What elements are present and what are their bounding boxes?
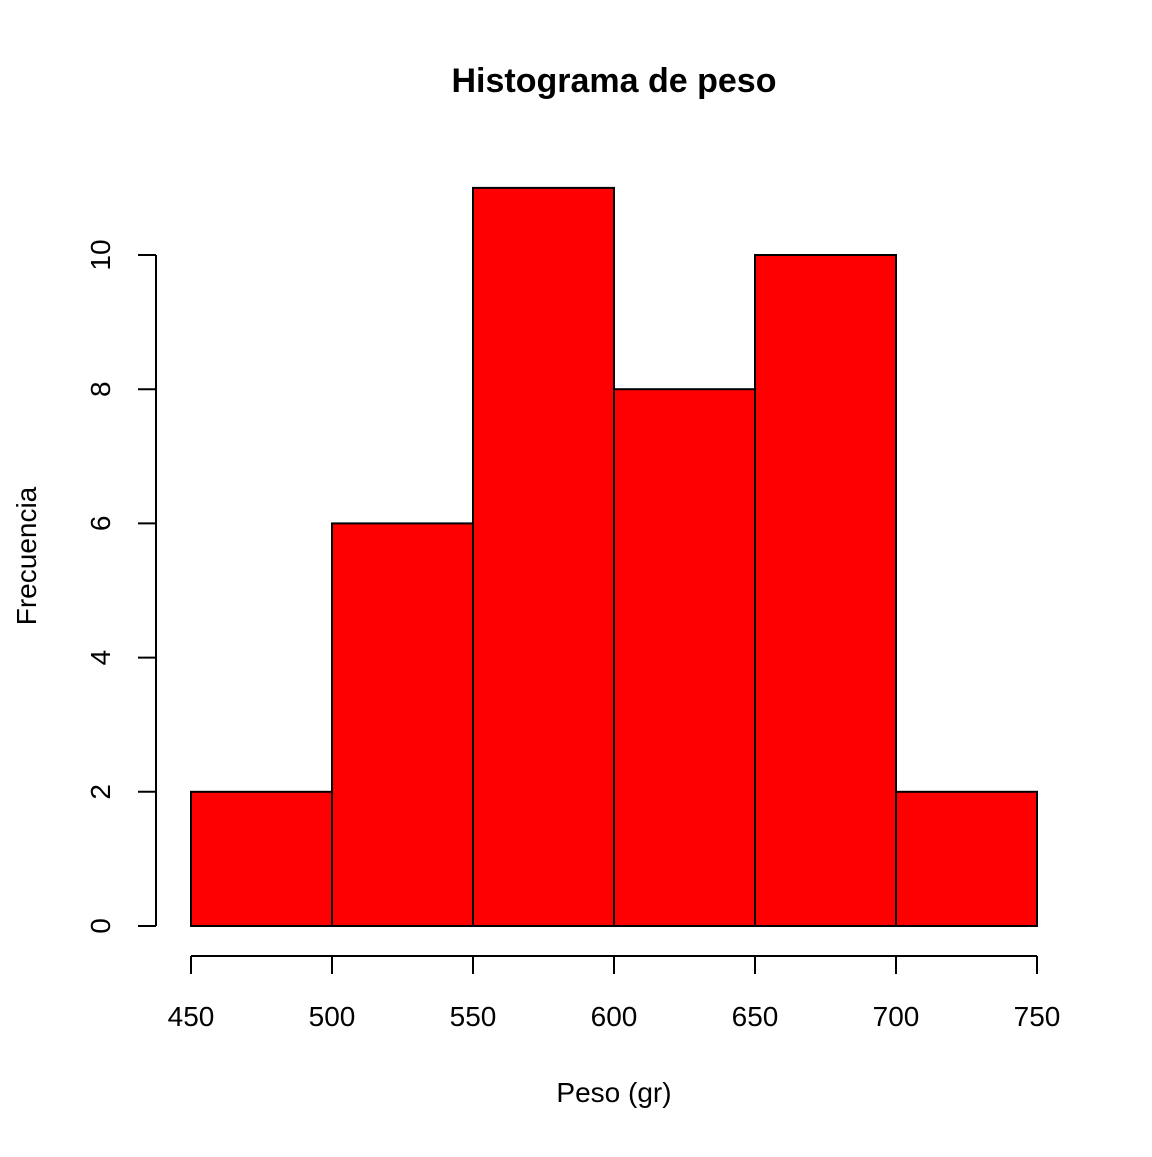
histogram-bar-1	[331, 522, 474, 928]
y-tick-label: 4	[85, 650, 116, 666]
x-tick-label: 600	[591, 1001, 638, 1032]
x-axis: 450 500 550 600 650 700 750	[168, 955, 1061, 1032]
y-tick-label: 8	[85, 381, 116, 397]
histogram-bar-2	[472, 186, 615, 927]
histogram-bar-3	[613, 388, 756, 927]
x-tick-label: 500	[309, 1001, 356, 1032]
chart-title: Histograma de peso	[452, 62, 777, 100]
x-axis-label: Peso (gr)	[556, 1077, 671, 1108]
histogram-bar-5	[895, 790, 1038, 927]
y-axis-label: Frecuencia	[11, 486, 42, 625]
histogram-bar-4	[754, 254, 897, 927]
y-tick-label: 10	[85, 239, 116, 270]
histogram-bar-0	[190, 790, 333, 927]
x-tick-label: 650	[732, 1001, 779, 1032]
y-tick-label: 0	[85, 918, 116, 934]
x-tick-label: 750	[1014, 1001, 1061, 1032]
x-tick-label: 700	[873, 1001, 920, 1032]
y-axis: 0 2 4 6 8 10	[85, 239, 157, 934]
y-tick-label: 6	[85, 516, 116, 532]
x-tick-label: 450	[168, 1001, 215, 1032]
y-tick-label: 2	[85, 784, 116, 800]
x-tick-label: 550	[450, 1001, 497, 1032]
bars-group	[190, 186, 1038, 928]
